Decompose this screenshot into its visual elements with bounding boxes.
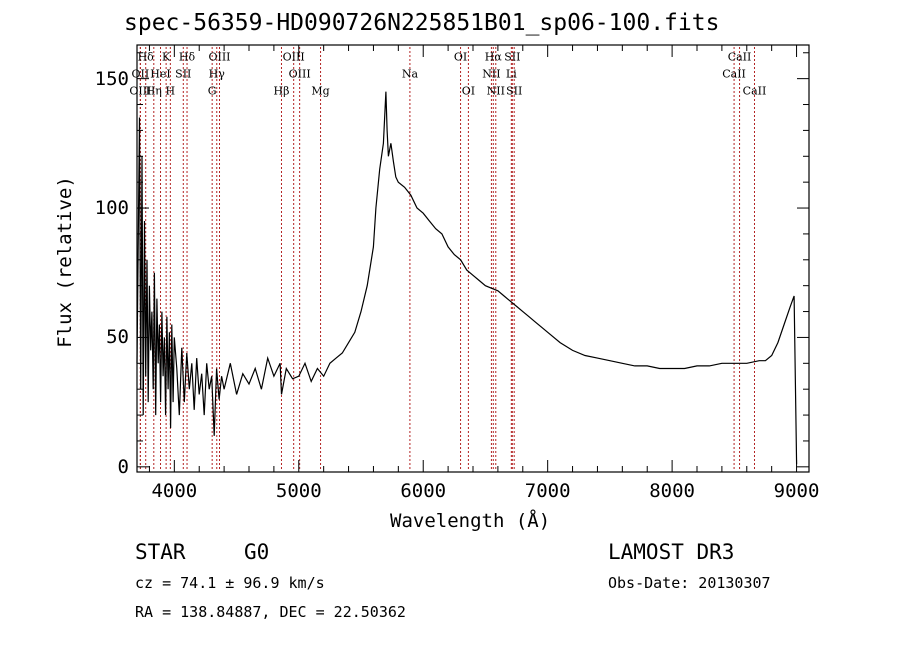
y-tick-label: 100	[94, 197, 129, 220]
axis-ticks	[137, 45, 809, 472]
line-marker-label: CaII	[742, 84, 767, 98]
x-tick-label: 9000	[773, 480, 820, 502]
line-marker-label: NII	[486, 84, 505, 98]
x-tick-label: 4000	[151, 480, 198, 502]
line-marker-label: OI	[453, 50, 468, 64]
y-tick-label: 0	[117, 455, 129, 478]
x-tick-label: 7000	[524, 480, 571, 502]
line-marker-label: NII	[482, 67, 501, 81]
line-marker-label: Hγ	[208, 67, 225, 81]
survey-name: LAMOST DR3	[608, 540, 735, 564]
line-marker-label: OIII	[208, 50, 231, 64]
chart-title: spec-56359-HD090726N225851B01_sp06-100.f…	[124, 10, 720, 36]
x-tick-label: 5000	[275, 480, 322, 502]
line-marker-label: Hβ	[273, 84, 290, 98]
observation-date: Obs-Date: 20130307	[608, 574, 771, 592]
line-marker-label: OI	[461, 84, 476, 98]
line-marker-label: Hδ	[178, 50, 196, 64]
line-marker-label: H	[165, 84, 176, 98]
y-tick-label: 50	[106, 326, 129, 349]
line-marker-label: OIII	[282, 50, 305, 64]
line-marker-label: Hδ	[137, 50, 154, 64]
line-marker-label: Hα	[484, 50, 502, 64]
line-marker-label: HeI	[150, 67, 171, 81]
line-marker-label: OIII	[129, 84, 152, 98]
line-marker-label: OII	[131, 67, 150, 81]
line-marker-label: CaII	[722, 67, 746, 81]
x-axis-title: Wavelength (Å)	[390, 510, 551, 532]
line-marker-label: K	[162, 50, 171, 64]
sky-coordinates: RA = 138.84887, DEC = 22.50362	[135, 603, 406, 621]
y-axis-title: Flux (relative)	[54, 176, 76, 348]
line-markers	[139, 47, 755, 470]
y-tick-label: 150	[94, 67, 129, 90]
plot-frame	[136, 44, 810, 473]
line-marker-label: SII	[504, 50, 521, 64]
object-subclass: G0	[244, 540, 270, 564]
x-tick-label: 8000	[649, 480, 695, 502]
line-marker-label: Mg	[311, 84, 330, 98]
line-marker-label: Na	[401, 67, 418, 81]
redshift-velocity: cz = 74.1 ± 96.9 km/s	[135, 574, 325, 592]
line-marker-label: SII	[175, 67, 192, 81]
line-marker-label: CaII	[727, 50, 752, 64]
line-marker-label: Li	[505, 67, 517, 81]
line-marker-label: OIII	[288, 67, 311, 81]
line-marker-label: G	[207, 84, 217, 98]
object-class: STAR	[135, 540, 186, 564]
spectrum-line	[136, 91, 798, 465]
line-marker-label: Hη	[145, 84, 162, 98]
x-tick-label: 6000	[400, 480, 447, 502]
line-marker-label: SII	[506, 84, 523, 98]
